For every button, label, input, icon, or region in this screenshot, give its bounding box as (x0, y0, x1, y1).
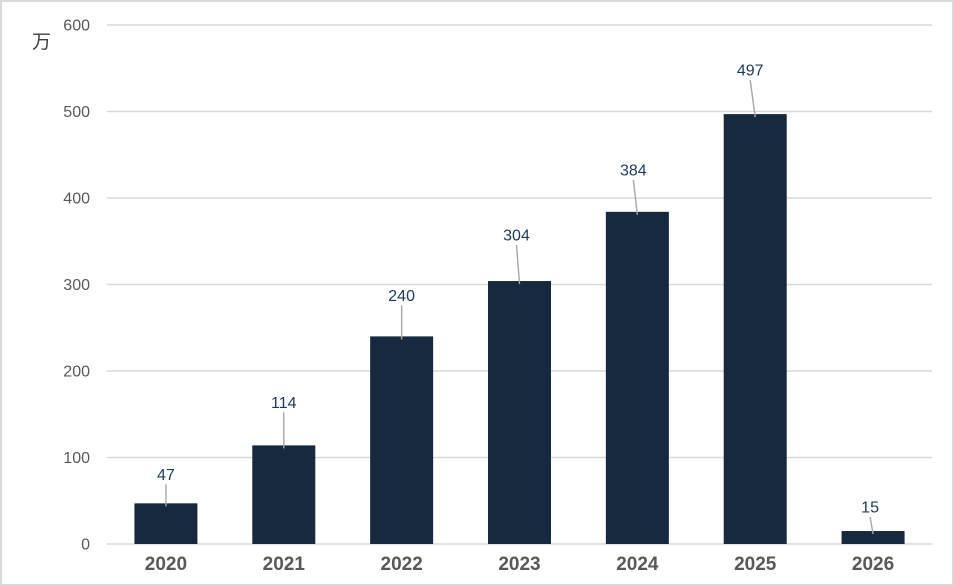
x-axis-label: 2023 (498, 554, 540, 575)
y-tick-label: 200 (63, 364, 90, 381)
bar (723, 114, 787, 544)
leader-line (749, 80, 756, 118)
leader-line (869, 516, 874, 535)
x-axis-label: 2026 (852, 554, 894, 575)
leader-line (515, 244, 521, 285)
y-tick-label: 300 (63, 277, 90, 294)
bar (252, 445, 316, 544)
data-label: 240 (388, 288, 415, 305)
x-axis-label: 2025 (734, 554, 777, 575)
bar (370, 336, 434, 544)
data-label: 384 (620, 162, 647, 179)
y-tick-label: 500 (63, 104, 90, 121)
bar (841, 531, 905, 544)
bar (605, 211, 669, 544)
x-axis-label: 2021 (263, 554, 306, 575)
y-tick-label: 100 (63, 450, 90, 467)
x-axis-label: 2024 (616, 554, 659, 575)
y-tick-label: 0 (81, 537, 90, 554)
data-label: 114 (271, 395, 297, 412)
leader-line (632, 179, 639, 215)
bar (488, 281, 551, 544)
y-tick-label: 400 (63, 191, 90, 208)
data-label: 47 (157, 467, 175, 484)
y-tick-label: 600 (63, 18, 90, 35)
bar (134, 503, 198, 544)
data-label: 304 (503, 228, 530, 245)
x-axis-label: 2020 (145, 554, 187, 575)
x-axis-label: 2022 (381, 554, 423, 575)
data-label: 15 (861, 500, 879, 517)
y-axis-title: 万 (32, 32, 52, 53)
data-label: 497 (737, 63, 764, 80)
